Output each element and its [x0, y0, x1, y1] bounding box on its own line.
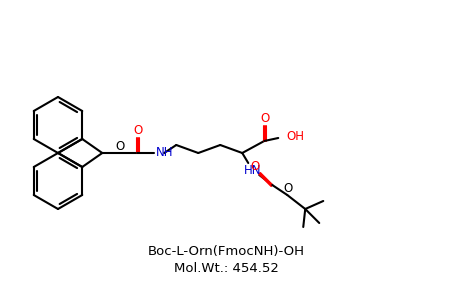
Text: O: O: [134, 124, 143, 137]
Text: O: O: [284, 182, 293, 194]
Text: Boc-L-Orn(FmocNH)-OH: Boc-L-Orn(FmocNH)-OH: [148, 245, 304, 259]
Text: OH: OH: [286, 130, 304, 143]
Text: HN: HN: [244, 164, 261, 178]
Text: Mol.Wt.: 454.52: Mol.Wt.: 454.52: [173, 262, 279, 275]
Text: O: O: [260, 112, 270, 125]
Text: O: O: [116, 140, 125, 152]
Text: NH: NH: [156, 146, 174, 158]
Text: O: O: [251, 160, 260, 173]
